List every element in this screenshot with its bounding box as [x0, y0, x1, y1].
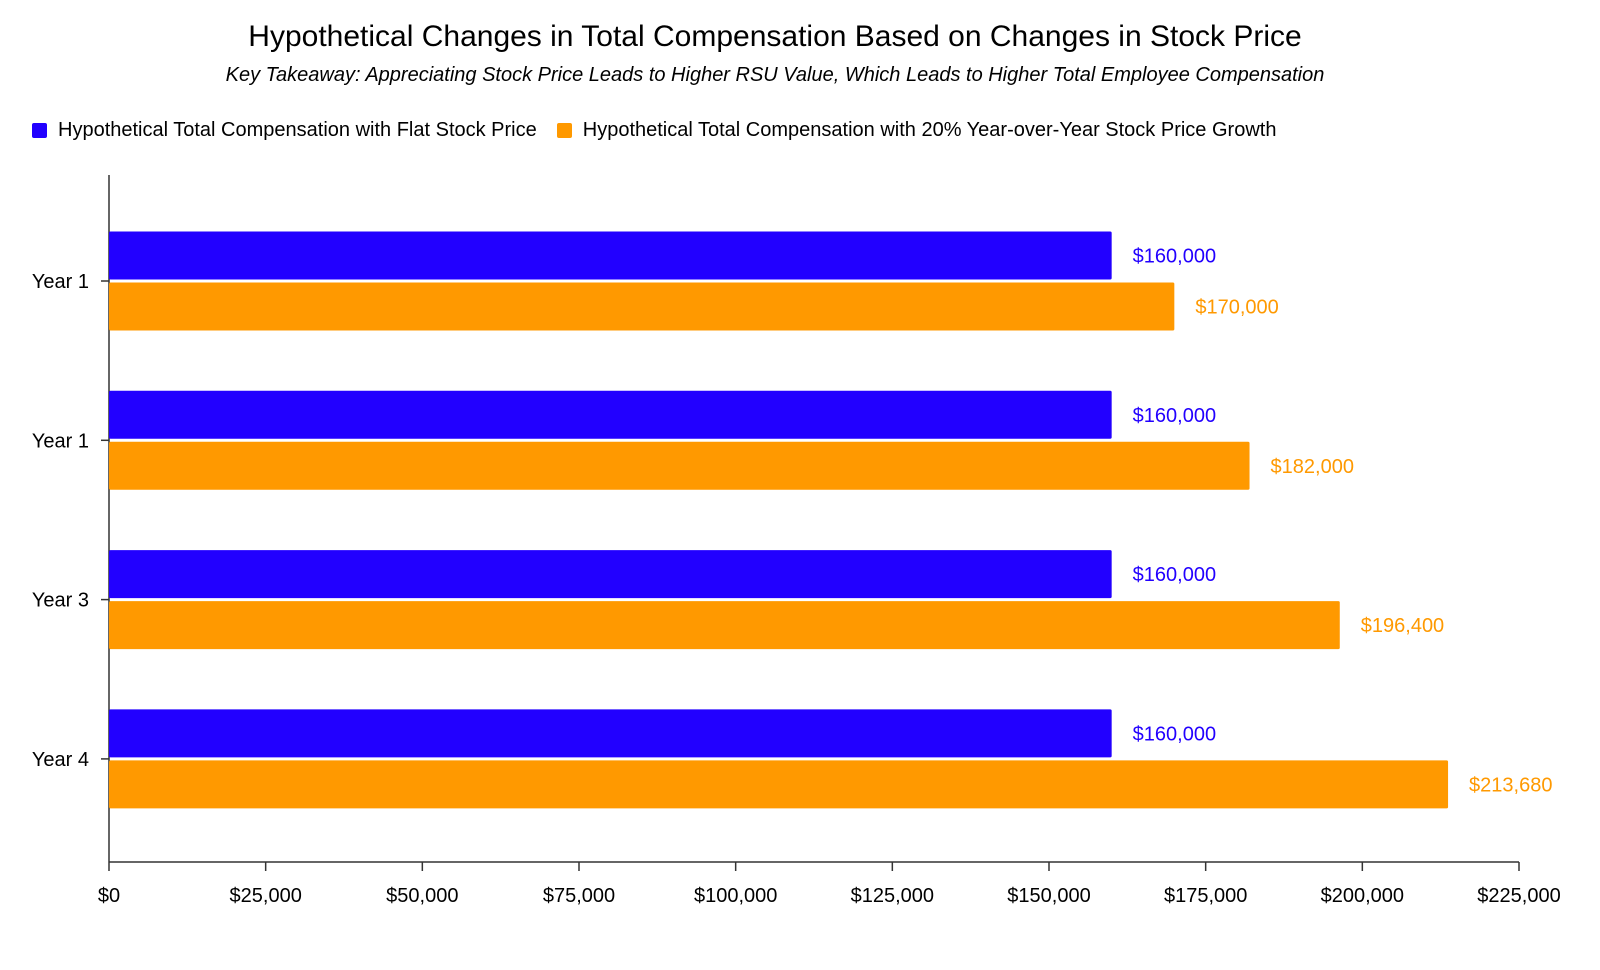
- category-label: Year 1: [32, 430, 89, 452]
- x-tick-label: $125,000: [851, 885, 934, 907]
- chart-subtitle: Key Takeaway: Appreciating Stock Price L…: [225, 64, 1325, 86]
- bar: [109, 709, 1112, 758]
- chart-title: Hypothetical Changes in Total Compensati…: [248, 20, 1302, 53]
- legend-swatch-growth: [556, 123, 572, 138]
- x-tick-label: $25,000: [230, 885, 302, 907]
- data-label: $160,000: [1133, 246, 1216, 268]
- bar: [109, 282, 1175, 331]
- x-tick-label: $0: [98, 885, 120, 907]
- data-label: $196,400: [1361, 615, 1444, 637]
- bar: [109, 231, 1112, 280]
- x-tick-label: $150,000: [1007, 885, 1090, 907]
- x-tick-label: $175,000: [1164, 885, 1247, 907]
- legend-label-growth: Hypothetical Total Compensation with 20%…: [582, 119, 1277, 141]
- bar: [109, 760, 1449, 809]
- bar: [109, 441, 1250, 490]
- data-label: $182,000: [1271, 456, 1354, 478]
- legend: Hypothetical Total Compensation with Fla…: [32, 119, 1296, 142]
- data-label: $213,680: [1469, 774, 1552, 796]
- bar: [109, 601, 1340, 650]
- category-label: Year 4: [32, 749, 89, 771]
- legend-item-growth: Hypothetical Total Compensation with 20%…: [556, 119, 1277, 142]
- legend-swatch-flat: [32, 123, 47, 138]
- x-tick-label: $100,000: [694, 885, 777, 907]
- category-label: Year 1: [32, 271, 89, 293]
- data-label: $160,000: [1133, 405, 1216, 427]
- bar: [109, 390, 1112, 439]
- data-label: $160,000: [1133, 564, 1216, 586]
- bar: [109, 550, 1112, 599]
- data-label: $170,000: [1195, 297, 1278, 319]
- data-label: $160,000: [1133, 723, 1216, 745]
- category-label: Year 3: [32, 590, 89, 612]
- legend-item-flat: Hypothetical Total Compensation with Fla…: [32, 119, 537, 142]
- x-tick-label: $200,000: [1321, 885, 1404, 907]
- x-tick-label: $225,000: [1477, 885, 1560, 907]
- legend-label-flat: Hypothetical Total Compensation with Fla…: [58, 119, 537, 141]
- x-tick-label: $50,000: [386, 885, 458, 907]
- x-tick-label: $75,000: [543, 885, 615, 907]
